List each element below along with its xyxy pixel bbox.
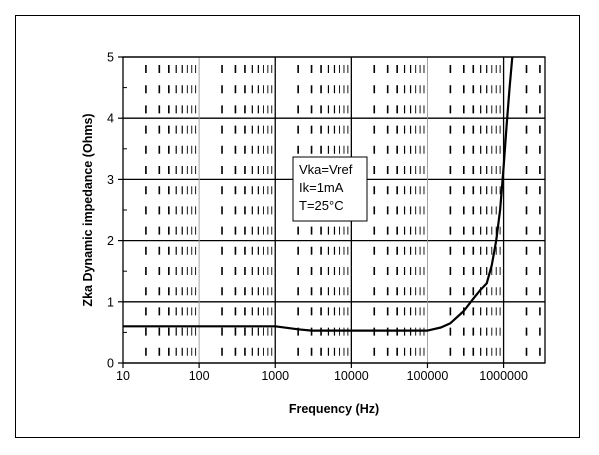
y-tick-label: 5 (107, 51, 114, 65)
x-tick-label: 100000 (407, 369, 449, 383)
series-layer (123, 56, 514, 332)
conditions-annotation: Vka=Vref Ik=1mA T=25°C (292, 156, 368, 222)
annotation-line-temp: T=25°C (299, 198, 344, 213)
y-tick-label: 0 (107, 357, 114, 371)
y-tick-label: 4 (107, 112, 114, 126)
y-tick-label: 3 (107, 173, 114, 187)
figure-frame (15, 15, 580, 438)
x-tick-label: 100 (189, 369, 210, 383)
x-tick-label: 1000000 (479, 369, 528, 383)
x-tick-label: 10000 (334, 369, 369, 383)
y-axis-label: Zka Dynamic impedance (Ohms) (81, 113, 95, 306)
annotation-line-vka: Vka=Vref (299, 162, 353, 177)
x-tick-labels: 10 100 1000 10000 100000 1000000 (116, 369, 528, 383)
x-tick-label: 1000 (261, 369, 289, 383)
annotation-line-ik: Ik=1mA (299, 180, 344, 195)
plot-area-border (122, 56, 546, 364)
x-tick-label: 10 (116, 369, 130, 383)
axis-ticks (118, 56, 505, 368)
y-tick-label: 2 (107, 234, 114, 248)
y-tick-label: 1 (107, 295, 114, 309)
impedance-curve (123, 56, 514, 332)
y-tick-labels: 0 1 2 3 4 5 (107, 51, 114, 371)
x-axis-label: Frequency (Hz) (289, 402, 379, 416)
minor-gridlines (145, 57, 541, 363)
